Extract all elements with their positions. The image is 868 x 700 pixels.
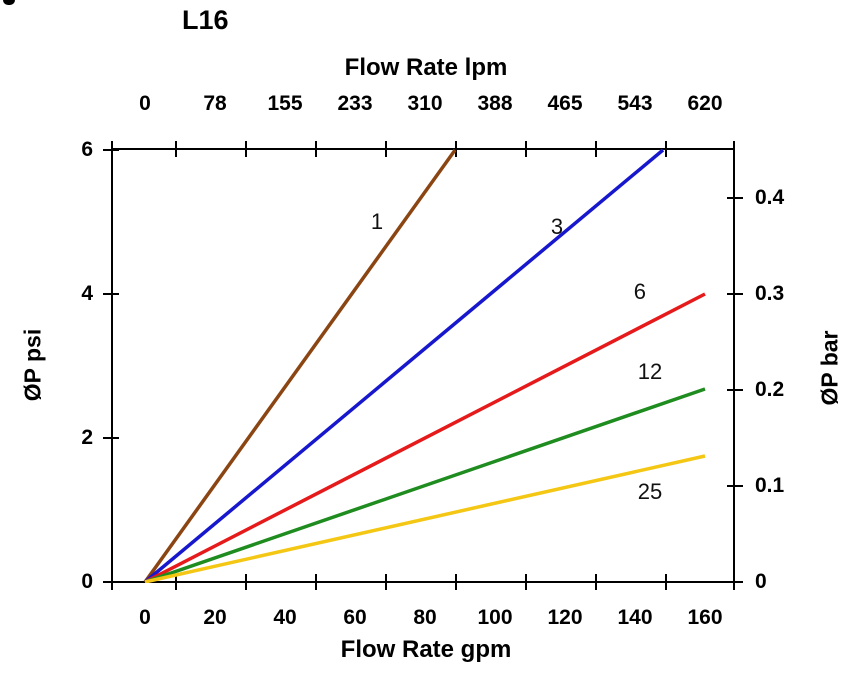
top-axis-tick xyxy=(385,141,387,157)
series-label-6: 6 xyxy=(633,278,647,304)
top-axis-tick-label: 233 xyxy=(337,92,373,115)
right-axis-tick xyxy=(727,485,743,487)
series-line-6 xyxy=(144,292,706,583)
top-axis-tick xyxy=(175,141,177,157)
right-axis-tick-label: 0.1 xyxy=(755,474,785,497)
top-axis-tick-label: 543 xyxy=(617,92,653,115)
top-axis-tick-label: 310 xyxy=(407,92,443,115)
top-axis-tick-label: 155 xyxy=(267,92,303,115)
top-axis-tick xyxy=(595,141,597,157)
series-line-12 xyxy=(144,387,706,583)
bottom-axis-tick-label: 120 xyxy=(547,606,583,629)
top-axis-tick-label: 0 xyxy=(139,92,151,115)
bottom-axis-tick-label: 160 xyxy=(687,606,723,629)
series-line-3 xyxy=(143,148,665,583)
right-axis-tick xyxy=(727,293,743,295)
left-axis-tick xyxy=(103,437,119,439)
right-axis-tick-label: 0.4 xyxy=(755,186,785,209)
top-axis-tick xyxy=(315,141,317,157)
top-axis-tick-label: 620 xyxy=(687,92,723,115)
bottom-axis-tick xyxy=(245,574,247,590)
series-line-25 xyxy=(144,454,706,583)
bottom-axis-tick-label: 100 xyxy=(477,606,513,629)
left-axis-tick xyxy=(103,149,119,151)
top-axis-tick-label: 78 xyxy=(203,92,227,115)
top-axis-tick xyxy=(455,141,457,157)
series-label-12: 12 xyxy=(637,358,663,384)
left-axis-title: ØP psi xyxy=(19,328,46,402)
series-label-3: 3 xyxy=(550,214,564,240)
top-axis-tick-label: 465 xyxy=(547,92,583,115)
bottom-axis-tick-label: 20 xyxy=(203,606,227,629)
bottom-axis-tick-label: 0 xyxy=(139,606,151,629)
bottom-axis-tick xyxy=(315,574,317,590)
bottom-axis-tick xyxy=(525,574,527,590)
top-axis-tick-label: 388 xyxy=(477,92,513,115)
left-axis-tick-label: 6 xyxy=(81,138,93,161)
chart-title: L16 xyxy=(182,5,229,35)
bottom-axis-tick xyxy=(595,574,597,590)
top-axis-title: Flow Rate lpm xyxy=(344,54,508,81)
left-axis-tick-label: 0 xyxy=(81,570,93,593)
bottom-axis-title: Flow Rate gpm xyxy=(340,636,512,663)
left-axis-tick xyxy=(103,581,119,583)
right-axis-tick-label: 0.2 xyxy=(755,378,785,401)
bottom-axis-tick-label: 80 xyxy=(413,606,437,629)
right-axis-tick xyxy=(727,581,743,583)
plot-area xyxy=(111,148,735,583)
series-lines xyxy=(143,148,706,583)
left-axis-tick xyxy=(103,293,119,295)
bottom-axis-tick xyxy=(385,574,387,590)
top-axis-tick xyxy=(733,141,735,157)
right-axis-tick-label: 0.3 xyxy=(755,282,785,305)
bottom-axis-tick-label: 60 xyxy=(343,606,367,629)
top-axis-tick xyxy=(665,141,667,157)
bottom-axis-tick xyxy=(665,574,667,590)
bottom-axis-tick xyxy=(175,574,177,590)
top-axis-tick xyxy=(245,141,247,157)
bottom-axis-tick-label: 140 xyxy=(617,606,653,629)
series-line-1 xyxy=(143,148,457,583)
series-label-25: 25 xyxy=(637,479,663,504)
right-axis-tick-label: 0 xyxy=(755,570,767,593)
right-axis-title: ØP bar xyxy=(816,330,843,406)
bottom-axis-tick xyxy=(455,574,457,590)
bottom-axis-tick-label: 40 xyxy=(273,606,297,629)
series-label-1: 1 xyxy=(370,209,384,234)
right-axis-tick xyxy=(727,389,743,391)
cropped-glyph-artifact xyxy=(3,0,15,5)
top-axis-tick xyxy=(525,141,527,157)
left-axis-tick-label: 2 xyxy=(81,426,93,449)
right-axis-tick xyxy=(727,197,743,199)
left-axis-tick-label: 4 xyxy=(81,282,93,305)
